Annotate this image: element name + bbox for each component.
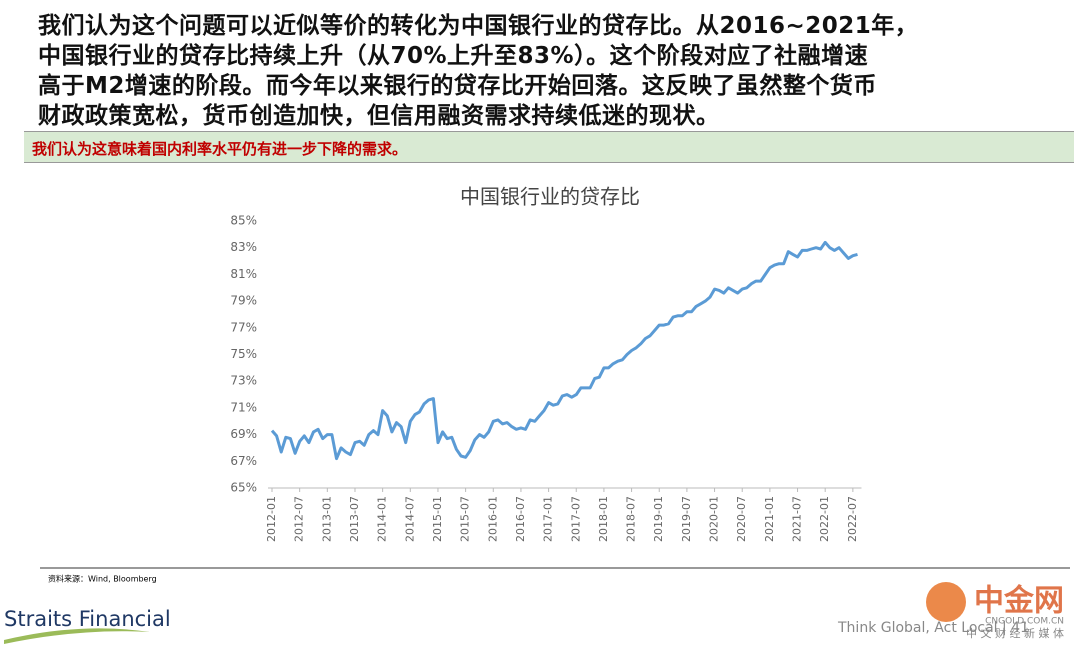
- x-tick-label: 2018-07: [625, 496, 638, 542]
- y-tick-label: 71%: [230, 400, 257, 414]
- paragraph-line: 我们认为这个问题可以近似等价的转化为中国银行业的贷存比。从2016~2021年，: [38, 13, 919, 39]
- y-tick-label: 67%: [230, 454, 257, 468]
- paragraph-line: 财政政策宽松，货币创造加快，但信用融资需求持续低迷的现状。: [38, 103, 720, 129]
- x-tick-label: 2020-07: [735, 496, 748, 542]
- x-tick-label: 2013-07: [348, 496, 361, 542]
- slogan: Think Global, Act Local | 41: [837, 620, 1029, 636]
- x-tick-label: 2016-01: [486, 496, 499, 542]
- paragraph-line: 中国银行业的贷存比持续上升（从70%上升至83%）。这个阶段对应了社融增速: [38, 43, 869, 69]
- x-tick-label: 2019-01: [652, 496, 665, 542]
- logo-url: CNGOLD.COM.CN: [985, 617, 1064, 627]
- x-tick-label: 2017-07: [569, 496, 582, 542]
- chart-title: 中国银行业的贷存比: [460, 185, 640, 209]
- logo-icon: [926, 582, 966, 622]
- x-tick-label: 2022-07: [846, 496, 859, 542]
- y-tick-label: 81%: [230, 267, 257, 281]
- x-tick-label: 2022-01: [818, 496, 831, 542]
- logo: 中金网: [974, 584, 1064, 619]
- logo-tagline: 中 文 财 经 新 媒 体: [966, 626, 1064, 640]
- x-tick-label: 2021-07: [791, 496, 804, 542]
- highlight-text: 我们认为这意味着国内利率水平仍有进一步下降的需求。: [32, 140, 408, 158]
- y-tick-label: 85%: [230, 214, 257, 228]
- series-line: [270, 240, 858, 461]
- y-tick-label: 75%: [230, 347, 257, 361]
- x-tick-label: 2020-01: [708, 496, 721, 542]
- y-tick-label: 77%: [230, 320, 257, 334]
- x-tick-label: 2012-01: [265, 496, 278, 542]
- x-tick-label: 2014-07: [403, 496, 416, 542]
- highlight-box: 我们认为这意味着国内利率水平仍有进一步下降的需求。: [24, 131, 1074, 163]
- x-tick-label: 2018-01: [597, 496, 610, 542]
- brand: Straits Financial: [4, 607, 171, 631]
- y-tick-label: 83%: [230, 240, 257, 254]
- y-tick-label: 73%: [230, 374, 257, 388]
- y-tick-label: 65%: [230, 481, 257, 495]
- x-tick-label: 2013-01: [320, 496, 333, 542]
- x-tick-label: 2014-01: [376, 496, 389, 542]
- brand-swoosh: [4, 628, 150, 644]
- x-tick-label: 2017-01: [542, 496, 555, 542]
- x-tick-label: 2019-07: [680, 496, 693, 542]
- paragraph-line: 高于M2增速的阶段。而今年以来银行的贷存比开始回落。这反映了虽然整个货币: [38, 73, 877, 99]
- y-tick-label: 79%: [230, 294, 257, 308]
- source: 资料来源：Wind, Bloomberg: [48, 574, 157, 584]
- x-tick-label: 2015-07: [459, 496, 472, 542]
- x-tick-label: 2012-07: [293, 496, 306, 542]
- x-tick-label: 2021-01: [763, 496, 776, 542]
- x-tick-label: 2016-07: [514, 496, 527, 542]
- x-tick-label: 2015-01: [431, 496, 444, 542]
- y-tick-label: 69%: [230, 427, 257, 441]
